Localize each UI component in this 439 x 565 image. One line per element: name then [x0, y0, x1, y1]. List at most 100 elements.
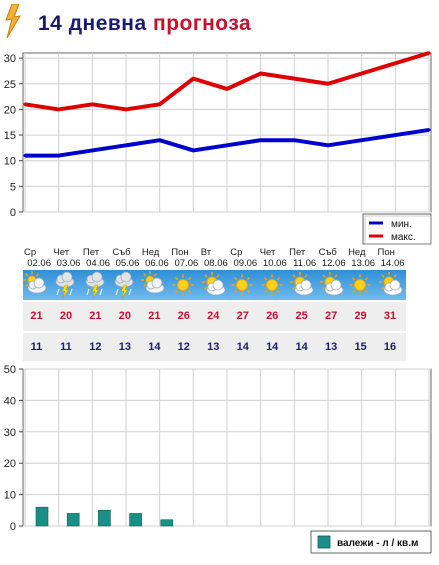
chart-legend: мин. макс. [362, 213, 432, 245]
data-point [191, 77, 195, 81]
data-point [124, 143, 128, 147]
partly-cloudy-icon [377, 270, 404, 300]
data-point [23, 102, 27, 106]
data-point [57, 107, 61, 111]
thunderstorm-icon [82, 270, 109, 300]
partly-cloudy-icon [288, 270, 315, 300]
day-of-week: Пет [82, 247, 100, 258]
max-temp-value: 21 [30, 310, 43, 322]
sun-icon [259, 270, 286, 300]
data-point [158, 138, 162, 142]
min-temp-value: 14 [148, 341, 161, 353]
day-of-week: Пон [171, 247, 189, 258]
min-temp-row: 11 11 12 13 14 12 13 14 14 14 13 15 16 [23, 333, 406, 361]
data-point [225, 143, 229, 147]
day-date: 05.06 [115, 258, 140, 269]
max-temp-row: 21 20 21 20 21 26 24 27 26 25 27 29 31 [23, 302, 406, 331]
day-date: 09.06 [233, 258, 258, 269]
cloudy-sun-icon [23, 270, 50, 300]
temperature-chart: 0 5 10 15 20 25 30 мин. макс. [4, 51, 432, 245]
day-of-week: Чет [53, 247, 70, 258]
precip-bar [35, 506, 49, 527]
max-temp-value: 27 [324, 310, 338, 322]
day-of-week: Вт [200, 247, 212, 258]
cloudy-sun-icon [140, 270, 168, 300]
y-tick-label: 15 [4, 130, 16, 142]
data-point [427, 128, 431, 132]
day-date: 03.06 [56, 258, 81, 269]
day-label: Чет 10.06 [260, 247, 287, 269]
y-tick-label: 0 [10, 207, 16, 219]
day-date: 14.06 [380, 258, 405, 269]
day-label: Пет 04.06 [83, 247, 110, 269]
y-tick-label: 20 [4, 458, 16, 470]
day-date: 04.06 [86, 258, 110, 269]
legend-swatch [317, 535, 331, 549]
day-of-week: Пон [377, 247, 395, 258]
y-tick-label: 0 [10, 521, 16, 533]
day-of-week: Пет [289, 247, 306, 258]
precip-bar [129, 513, 142, 527]
data-point [292, 138, 296, 142]
max-temp-value: 21 [148, 310, 161, 322]
day-of-week: Нед [141, 247, 160, 258]
max-temp-value: 25 [295, 310, 308, 322]
precip-bar [160, 519, 174, 527]
max-temp-value: 21 [89, 310, 102, 322]
sun-icon [347, 270, 374, 300]
day-of-week: Чет [259, 247, 276, 258]
day-label: Пон 07.06 [171, 247, 198, 269]
min-temp-value: 13 [118, 341, 131, 353]
data-point [427, 51, 431, 55]
data-point [191, 148, 195, 152]
weather-icon-strip [23, 270, 406, 300]
data-point [360, 138, 364, 142]
day-date: 06.06 [145, 258, 169, 269]
day-of-week: Ср [24, 247, 37, 258]
day-label: Съб 12.06 [319, 247, 346, 269]
day-date: 13.06 [351, 258, 376, 269]
min-temp-value: 11 [30, 341, 43, 353]
precip-bar [98, 510, 111, 527]
y-tick-label: 40 [4, 395, 16, 407]
day-date: 11.06 [293, 258, 317, 269]
partly-cloudy-icon [318, 270, 345, 300]
precipitation-chart: 0 10 20 30 40 50 валежи - л / кв.м [4, 364, 432, 554]
max-temp-value: 26 [177, 310, 190, 322]
data-point [360, 72, 364, 76]
min-temp-value: 16 [383, 341, 397, 353]
lightning-icon [5, 4, 21, 38]
day-label: Нед 13.06 [348, 247, 375, 269]
day-label: Ср 02.06 [24, 247, 51, 269]
data-point [292, 77, 296, 81]
y-tick-label: 25 [4, 79, 16, 91]
min-temp-value: 14 [266, 341, 279, 353]
title-main: 14 дневна [38, 12, 147, 35]
data-point [225, 87, 229, 91]
data-point [90, 148, 94, 152]
data-point [57, 154, 61, 158]
day-date: 08.06 [203, 258, 228, 269]
day-of-week: Ср [230, 247, 243, 258]
min-temp-value: 14 [295, 341, 308, 353]
data-point [393, 133, 397, 137]
day-label: Съб 05.06 [112, 247, 139, 269]
legend-label: валежи - л / кв.м [337, 538, 418, 549]
day-label: Пон 14.06 [378, 247, 405, 269]
day-date: 07.06 [174, 258, 199, 269]
data-point [393, 61, 397, 65]
day-label: Нед 06.06 [142, 247, 169, 269]
min-temp-value: 15 [354, 341, 367, 353]
max-temp-value: 27 [236, 310, 249, 322]
legend-label: макс. [391, 232, 416, 243]
day-label: Чет 03.06 [53, 247, 80, 269]
y-tick-label: 30 [4, 53, 16, 65]
max-temp-value: 31 [383, 310, 397, 322]
data-point [158, 102, 162, 106]
partly-cloudy-icon [200, 270, 227, 300]
y-tick-label: 10 [4, 156, 16, 168]
max-temp-value: 26 [266, 310, 279, 322]
data-point [23, 154, 27, 158]
day-date: 12.06 [321, 258, 346, 269]
min-temp-value: 11 [60, 341, 72, 353]
